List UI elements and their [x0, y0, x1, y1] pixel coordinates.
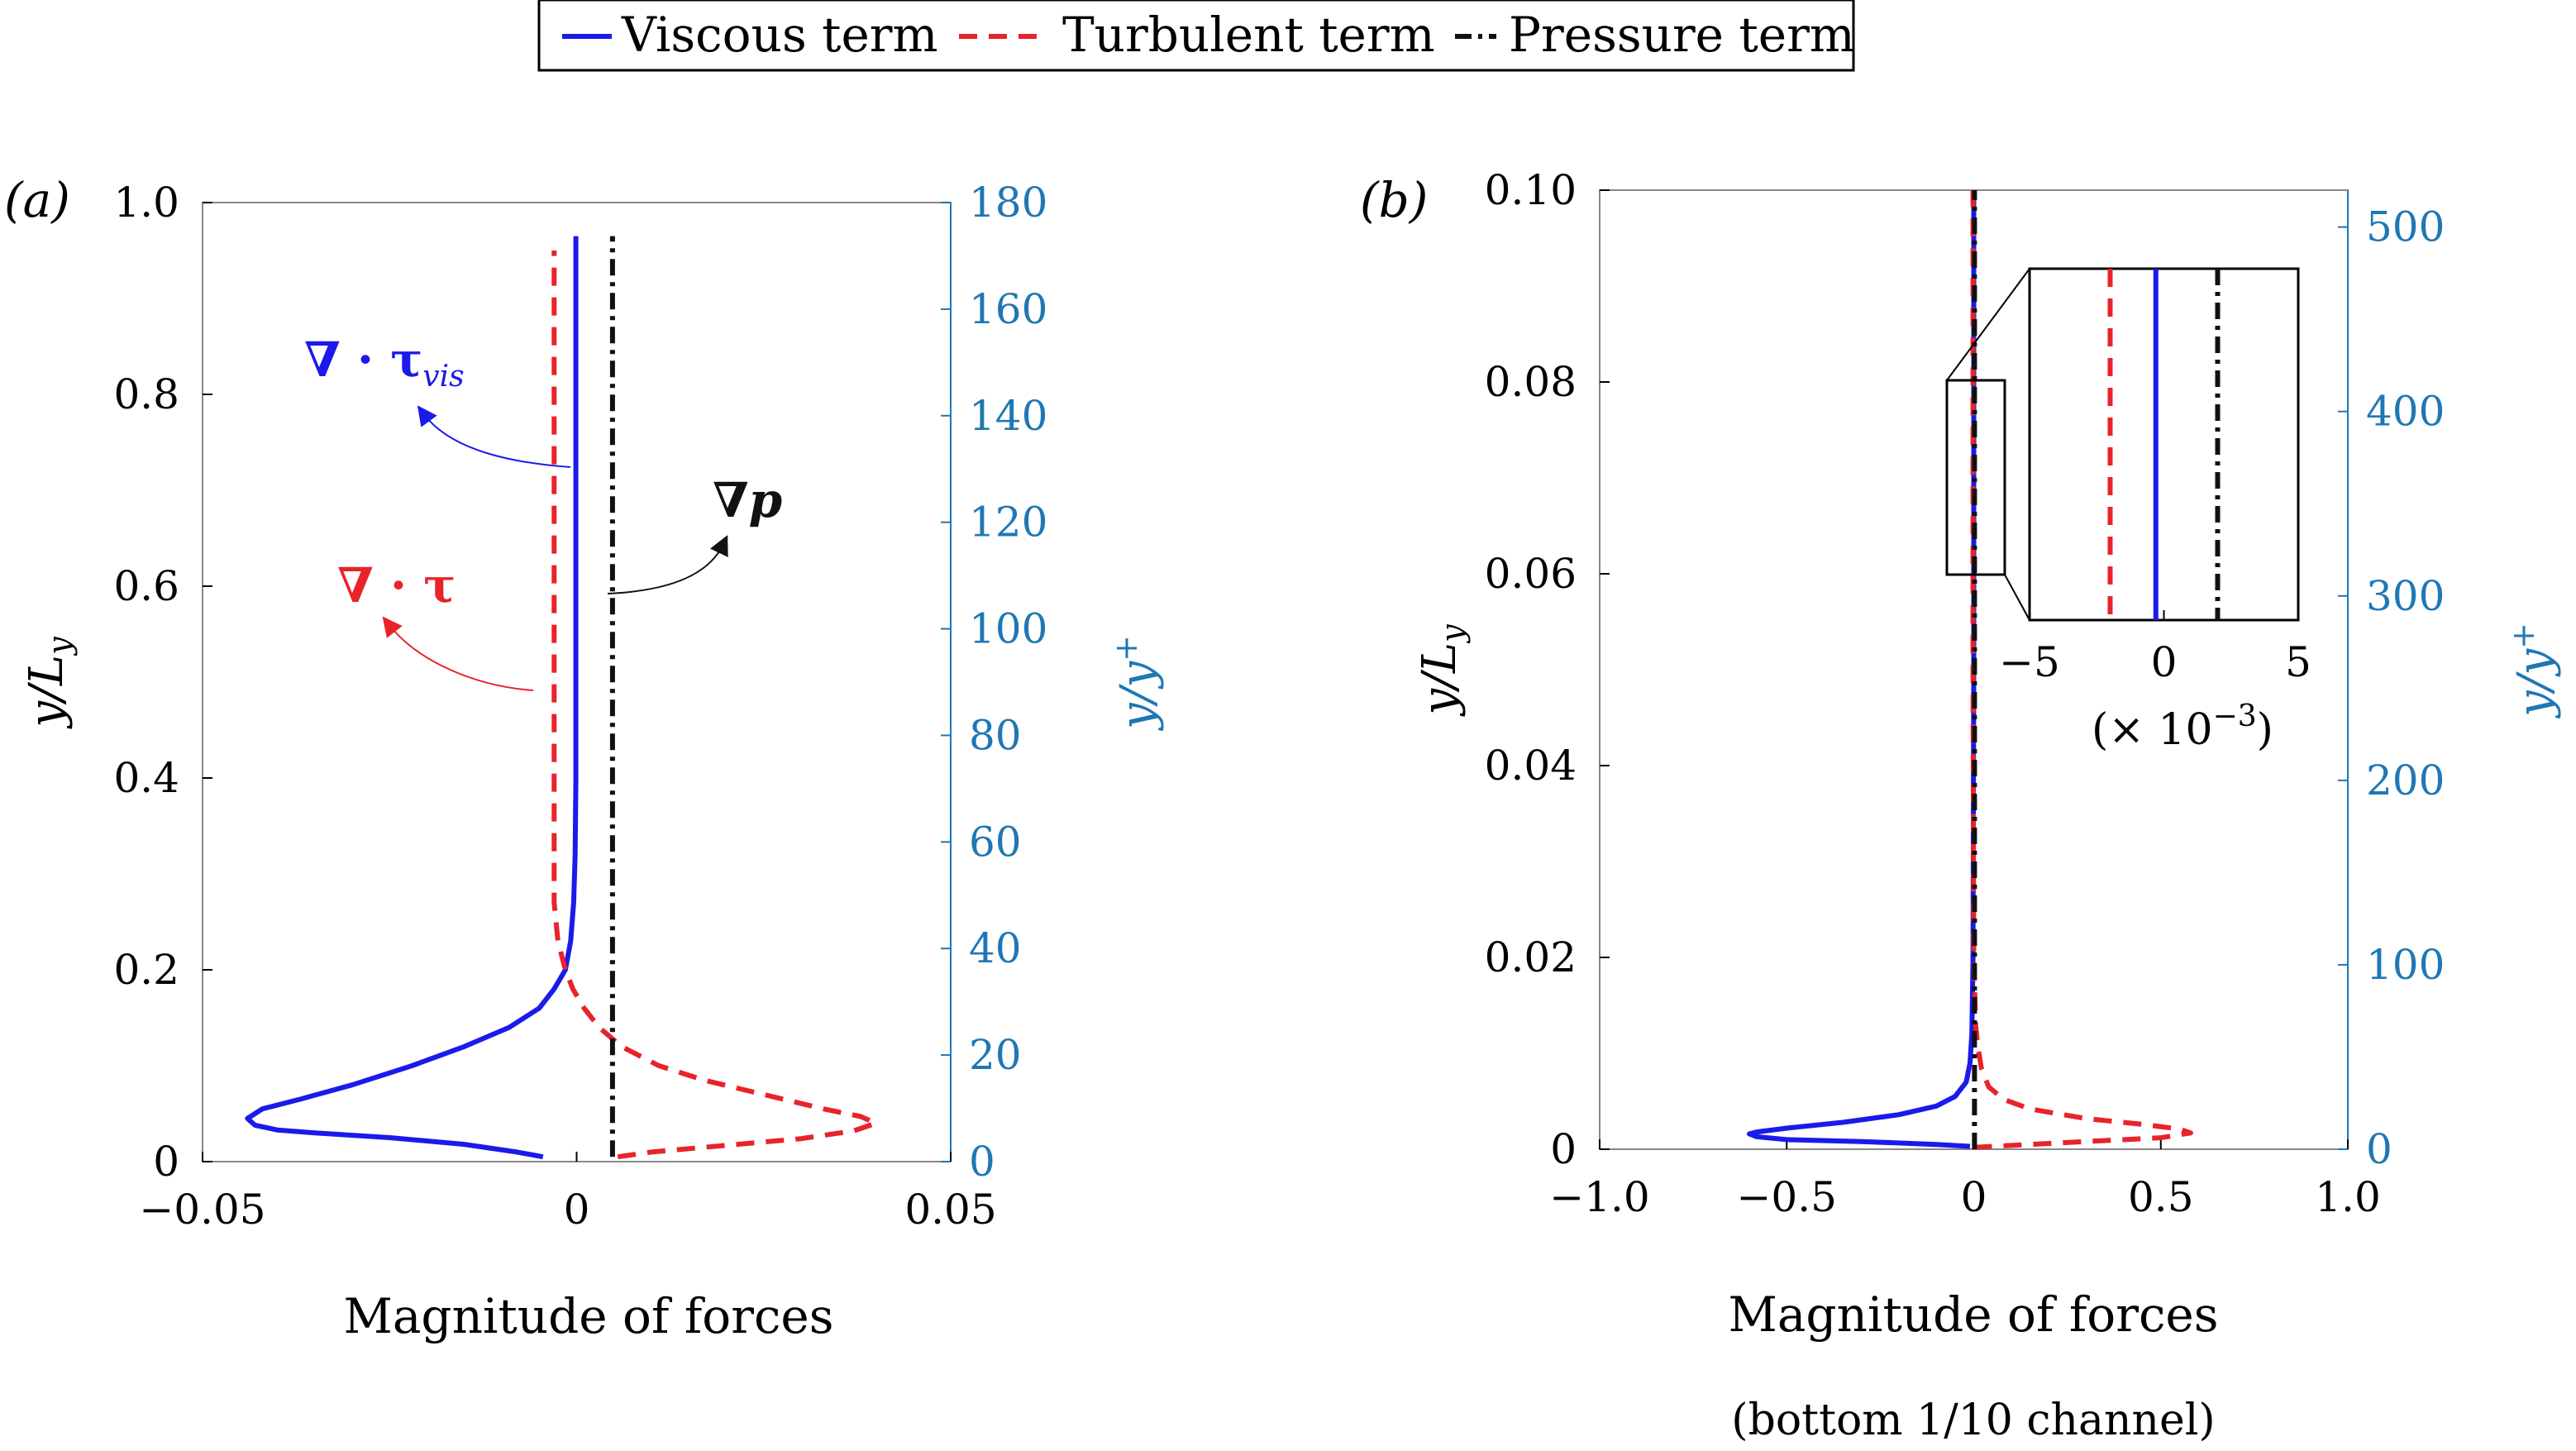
y2-tick-label: 180: [969, 179, 1047, 227]
y2-tick-label: 100: [969, 605, 1047, 653]
x-tick-label: 1.0: [2315, 1173, 2381, 1221]
y2-tick-label: 0: [969, 1138, 995, 1186]
panel-a-ticks: −0.05 0 0.0500.20.40.60.81.002040608010012…: [113, 179, 1047, 1234]
y-tick-label: 0: [1550, 1125, 1577, 1173]
annotation-arrow-viscous: [417, 405, 571, 468]
inset-x-tick-label: −5: [1999, 638, 2060, 686]
y2-tick-label: 40: [969, 924, 1022, 972]
y2-tick-label: 100: [2366, 941, 2445, 989]
y-tick-label: 0.10: [1485, 166, 1577, 214]
y2-tick-label: 200: [2366, 757, 2445, 804]
legend: Viscous term Turbulent term Pressure ter…: [537, 0, 1855, 72]
y2-tick-label: 0: [2366, 1125, 2392, 1173]
y-tick-label: 1.0: [113, 179, 179, 227]
panel-a-ylabel: y/Ly: [20, 637, 78, 730]
legend-box: [537, 0, 1855, 72]
legend-label-pressure: Pressure term: [1509, 7, 1855, 63]
inset-source-box: [1945, 379, 2006, 576]
y2-tick-label: 160: [969, 285, 1047, 333]
x-tick-label: 0: [1961, 1173, 1987, 1221]
panel-b-label: (b): [1360, 172, 1428, 228]
y2-tick-label: 500: [2366, 203, 2445, 251]
inset-multiplier: (× 10−3): [2092, 699, 2273, 755]
panel-a: (a) −0.05 0 0.0500.20.40.60.81.00204060801…: [4, 172, 1165, 1344]
panel-b-subtitle: (bottom 1/10 channel): [1731, 1396, 2215, 1445]
annotation-div-tau-vis: ∇ · τvis: [304, 332, 465, 394]
x-tick-label: −0.5: [1737, 1173, 1837, 1221]
panel-b-ylabel2: y/y+: [2505, 623, 2562, 719]
y-tick-label: 0.8: [113, 370, 179, 418]
panel-b-xlabel: Magnitude of forces: [1728, 1286, 2218, 1343]
x-tick-label: −1.0: [1549, 1173, 1649, 1221]
y-tick-label: 0.6: [113, 562, 179, 610]
x-tick-label: −0.05: [139, 1186, 265, 1234]
annotation-div-tau: ∇ · τ: [337, 557, 456, 613]
panel-a-series: [245, 236, 879, 1160]
panel-a-xlabel: Magnitude of forces: [343, 1288, 833, 1344]
annotation-arrow-turbulent: [382, 616, 534, 691]
y2-tick-label: 140: [969, 392, 1047, 440]
inset: −5 0 5: [1999, 269, 2311, 686]
y-tick-label: 0.4: [113, 754, 179, 802]
y2-tick-label: 400: [2366, 388, 2445, 436]
inset-box: [2028, 267, 2300, 622]
y-tick-label: 0: [153, 1138, 179, 1186]
x-tick-label: 0.05: [904, 1186, 996, 1234]
panel-b: (b) −1.0 −0.5 0 0.5 1.000.020.040.060.080.10…: [1360, 166, 2562, 1445]
inset-x-tick-label: 5: [2285, 638, 2311, 686]
series-viscous-b: [1747, 190, 1977, 1149]
y-tick-label: 0.04: [1485, 742, 1577, 790]
y-tick-label: 0.02: [1485, 933, 1577, 981]
y2-tick-label: 60: [969, 818, 1022, 866]
panel-a-label: (a): [4, 172, 70, 228]
series-turbulent-a: [551, 251, 879, 1160]
inset-x-tick-label: 0: [2151, 638, 2178, 686]
y2-tick-label: 80: [969, 711, 1022, 759]
inset-connector-bottom: [2004, 574, 2030, 621]
y-tick-label: 0.08: [1485, 358, 1577, 406]
x-tick-label: 0.5: [2128, 1173, 2194, 1221]
legend-label-turbulent: Turbulent term: [1062, 7, 1435, 63]
legend-label-viscous: Viscous term: [621, 7, 938, 63]
panel-b-ticks: −1.0 −0.5 0 0.5 1.000.020.040.060.080.100100…: [1485, 166, 2445, 1221]
x-tick-label: 0: [564, 1186, 590, 1234]
y-tick-label: 0.06: [1485, 550, 1577, 598]
y2-tick-label: 300: [2366, 572, 2445, 620]
inset-connector-top: [1946, 268, 2030, 381]
y2-tick-label: 20: [969, 1031, 1022, 1079]
y2-tick-label: 120: [969, 499, 1047, 547]
panel-b-ylabel: y/Ly: [1413, 624, 1471, 718]
annotation-arrow-pressure: [607, 535, 728, 594]
annotation-grad-p: ∇p: [713, 472, 782, 528]
y-tick-label: 0.2: [113, 946, 179, 994]
panel-b-series: [1747, 190, 2193, 1150]
series-viscous-a: [245, 236, 579, 1160]
panel-a-ylabel2: y/y+: [1108, 635, 1165, 732]
